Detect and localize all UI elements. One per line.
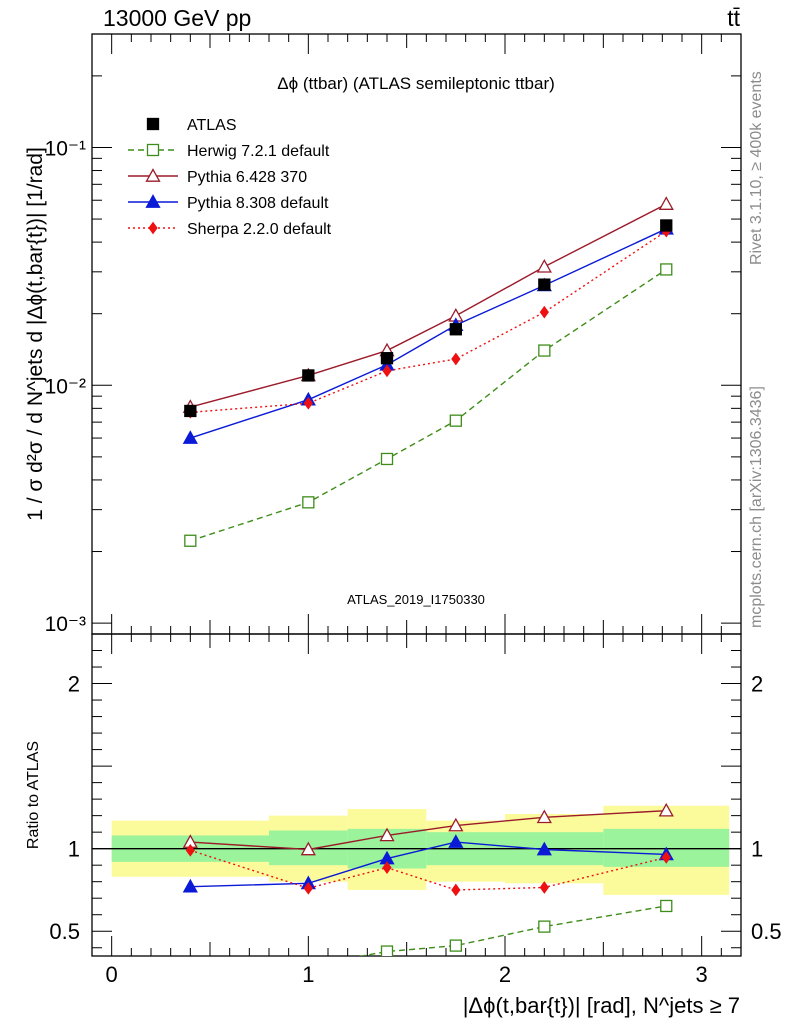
legend-entry: Pythia 6.428 370: [128, 168, 307, 186]
data-point: [538, 344, 551, 357]
data-point: [449, 414, 462, 427]
data-point: [185, 843, 195, 857]
data-point: [660, 219, 673, 232]
series-line: [190, 268, 667, 542]
ratio-line: [357, 905, 667, 956]
data-point: [380, 945, 394, 956]
data-point: [379, 827, 395, 842]
data-point: [146, 117, 160, 131]
data-point: [184, 404, 197, 418]
x-tick-label: 0: [106, 962, 118, 987]
main-y-axis-label: 1 / σ d²σ / d N^jets d |Δϕ(t,bar{t})| [1…: [24, 147, 47, 521]
x-ticks: [111, 34, 722, 956]
data-point: [380, 352, 394, 365]
rivet-label: Rivet 3.1.10, ≥ 400k events: [748, 71, 765, 265]
legend-label: Herwig 7.2.1 default: [187, 143, 330, 160]
series-herwig-7-2-1-default: [184, 263, 673, 547]
y-ticks-ratio: [92, 633, 741, 949]
data-point: [451, 883, 461, 897]
data-point: [538, 278, 551, 291]
data-point: [303, 396, 313, 410]
data-point: [536, 841, 552, 856]
data-point: [536, 809, 552, 824]
ratio-y-axis-label: Ratio to ATLAS: [25, 741, 42, 849]
data-point: [145, 168, 161, 182]
y-tick-label: 10⁻³: [45, 613, 86, 636]
series-atlas: [184, 219, 673, 418]
legend-label: Pythia 6.428 370: [187, 169, 307, 186]
data-point: [382, 364, 392, 378]
ratio-line: [190, 841, 667, 888]
data-point: [185, 961, 196, 972]
data-point: [145, 194, 161, 208]
data-point: [449, 939, 462, 952]
ratio-series: [182, 802, 674, 972]
legend: ATLAS Herwig 7.2.1 default Pythia 6.428 37…: [128, 117, 332, 238]
data-point: [661, 851, 671, 864]
data-point: [538, 920, 551, 933]
data-point: [182, 878, 198, 893]
data-point: [303, 881, 313, 895]
series-line: [190, 228, 667, 439]
data-point: [539, 881, 549, 894]
data-point: [536, 258, 552, 273]
ratio-y-tick-label: 0.5: [49, 919, 80, 944]
legend-entry: Sherpa 2.2.0 default: [128, 221, 332, 238]
ratio-line: [190, 809, 667, 851]
ratio-series-herwig-7-2-1-default: [185, 899, 673, 972]
data-point: [146, 143, 160, 157]
data-point: [182, 430, 198, 444]
data-point: [658, 196, 674, 210]
legend-entry: Pythia 8.308 default: [128, 194, 329, 212]
mcplots-label: mcplots.cern.ch [arXiv:1306.3436]: [748, 386, 765, 628]
header-left: 13000 GeV pp: [103, 5, 251, 31]
series-line: [190, 230, 667, 413]
data-point: [658, 802, 674, 817]
legend-label: Pythia 8.308 default: [187, 195, 329, 212]
x-tick-label: 3: [696, 962, 708, 987]
data-point: [302, 369, 315, 382]
y-tick-label: 10⁻²: [45, 375, 86, 398]
data-point: [449, 323, 462, 336]
x-tick-label: 2: [499, 962, 511, 987]
ratio-plot-frame: [91, 633, 742, 957]
y-ticks-main: [92, 75, 741, 635]
x-axis-label: |Δϕ(t,bar{t})| [rad], N^jets ≥ 7: [463, 993, 740, 1018]
legend-label: ATLAS: [187, 117, 237, 134]
data-point: [451, 352, 461, 366]
series-line: [190, 203, 667, 408]
ratio-series-sherpa-2-2-0-default: [185, 843, 671, 897]
plot-title: Δϕ (ttbar) (ATLAS semileptonic ttbar): [277, 74, 555, 93]
legend-entry: ATLAS: [146, 117, 237, 134]
data-point: [300, 841, 316, 856]
ratio-y-tick-label-right: 2: [751, 672, 763, 697]
ratio-series-pythia-6-428-370: [182, 802, 674, 856]
ratio-y-tick-label: 2: [68, 672, 80, 697]
legend-label: Sherpa 2.2.0 default: [187, 221, 332, 238]
data-point: [448, 834, 464, 848]
y-tick-label: 10⁻¹: [45, 137, 86, 160]
data-point: [380, 452, 394, 466]
data-point: [302, 496, 315, 509]
data-point: [539, 305, 549, 319]
x-tick-label: 1: [302, 962, 314, 987]
ratio-y-tick-label-right: 0.5: [751, 919, 782, 944]
legend-entry: Herwig 7.2.1 default: [128, 143, 330, 160]
main-series: [182, 196, 674, 547]
ratio-series-pythia-8-308-default: [182, 834, 674, 893]
data-point: [184, 534, 197, 547]
ratio-y-tick-label: 1: [68, 837, 80, 862]
ratio-line: [190, 849, 667, 891]
data-point: [448, 817, 464, 832]
data-point: [148, 221, 158, 235]
header-right: tt̄: [727, 5, 740, 31]
data-point: [382, 861, 392, 875]
data-point: [660, 263, 673, 276]
series-pythia-8-308-default: [182, 220, 674, 444]
data-point: [660, 899, 673, 913]
ratio-y-tick-label-right: 1: [751, 837, 763, 862]
analysis-watermark: ATLAS_2019_I1750330: [347, 592, 485, 607]
